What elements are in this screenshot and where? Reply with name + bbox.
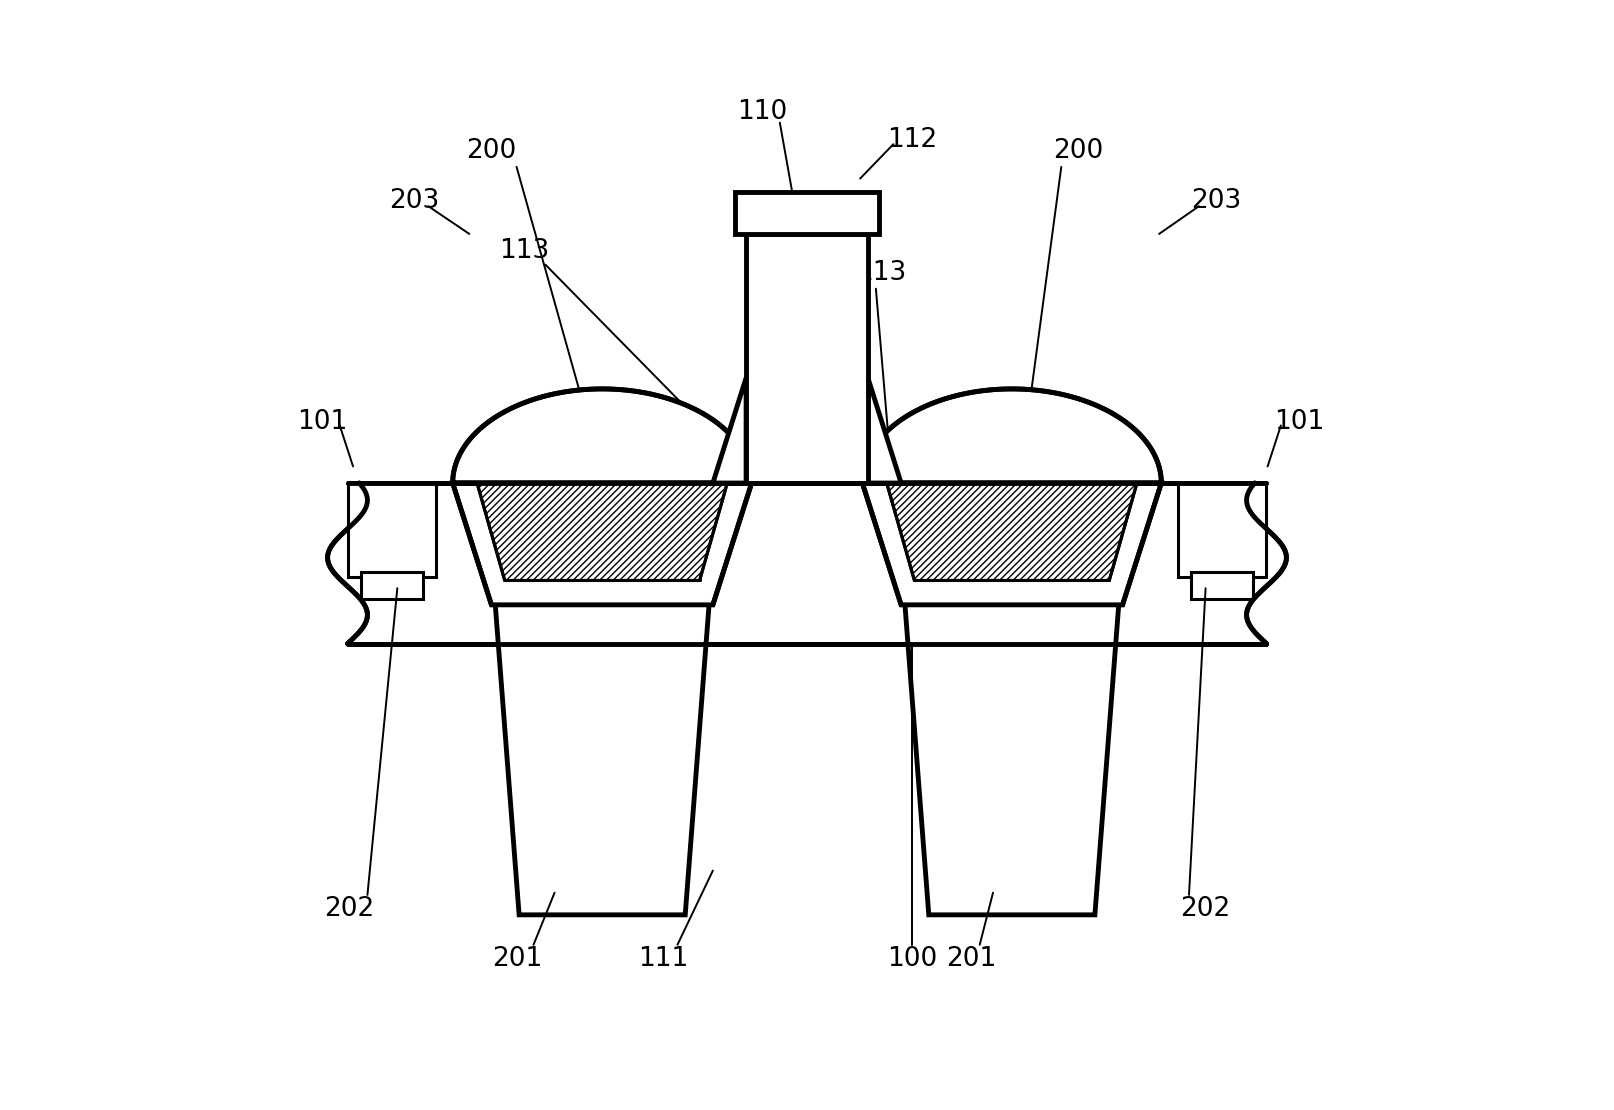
Text: 200: 200 — [466, 138, 516, 164]
Polygon shape — [452, 388, 752, 605]
Text: 101: 101 — [1275, 410, 1325, 435]
Text: 200: 200 — [1054, 138, 1104, 164]
Polygon shape — [746, 234, 868, 483]
Text: 110: 110 — [738, 99, 788, 125]
Polygon shape — [486, 483, 718, 915]
Text: 202: 202 — [324, 896, 374, 922]
Polygon shape — [1191, 572, 1252, 599]
Polygon shape — [713, 377, 746, 483]
Text: 202: 202 — [1180, 896, 1231, 922]
Text: 201: 201 — [946, 946, 996, 972]
Polygon shape — [1178, 483, 1267, 577]
Text: 203: 203 — [389, 188, 439, 214]
Polygon shape — [862, 388, 1162, 605]
Text: 112: 112 — [888, 127, 938, 153]
Text: 201: 201 — [492, 946, 542, 972]
Polygon shape — [868, 377, 901, 483]
Polygon shape — [478, 483, 728, 581]
Text: 203: 203 — [1191, 188, 1241, 214]
Polygon shape — [347, 483, 436, 577]
Text: 111: 111 — [638, 946, 688, 972]
Polygon shape — [734, 192, 880, 234]
Polygon shape — [362, 572, 423, 599]
Text: 101: 101 — [297, 410, 347, 435]
Polygon shape — [328, 483, 1286, 644]
Text: 100: 100 — [888, 946, 938, 972]
Text: 113: 113 — [855, 260, 907, 285]
Polygon shape — [886, 483, 1136, 581]
Text: 113: 113 — [500, 238, 550, 263]
Polygon shape — [896, 483, 1128, 915]
